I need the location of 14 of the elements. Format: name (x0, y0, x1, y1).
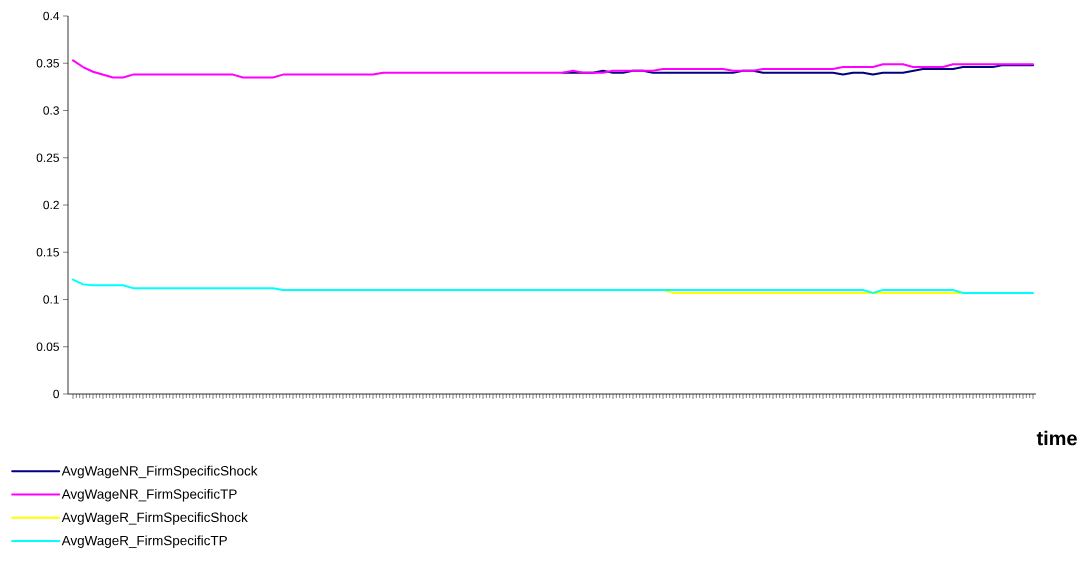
y-tick-label: 0.05 (36, 342, 59, 351)
legend-label: AvgWageNR_FirmSpecificTP (61, 488, 237, 502)
y-tick-label: 0.15 (36, 248, 59, 257)
y-tick-label: 0.35 (36, 59, 59, 68)
legend-label: AvgWageNR_FirmSpecificShock (61, 465, 258, 479)
legend-label: AvgWageR_FirmSpecificShock (61, 512, 248, 525)
x-axis-title: time (1036, 430, 1077, 446)
y-tick-label: 0.2 (43, 200, 59, 210)
y-tick-label: 0.1 (43, 295, 59, 304)
y-tick-label: 0.4 (43, 11, 60, 21)
y-tick-label: 0.3 (43, 106, 59, 115)
y-tick-label: 0.25 (36, 153, 59, 162)
y-tick-label: 0 (53, 389, 60, 399)
legend-label: AvgWageR_FirmSpecificTP (61, 535, 227, 548)
